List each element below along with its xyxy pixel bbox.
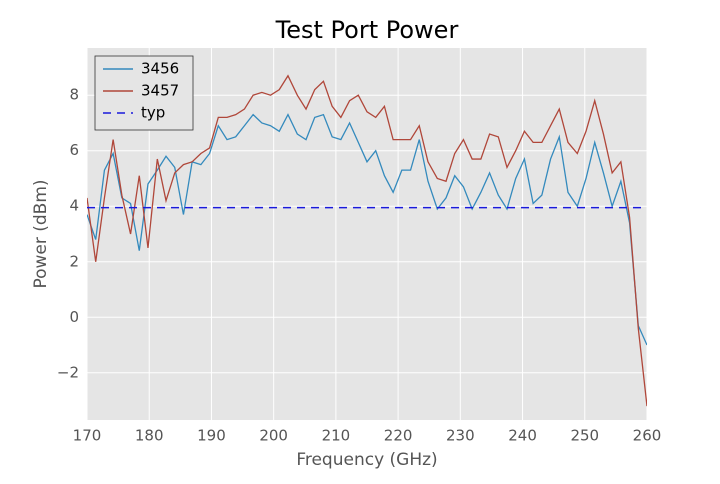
legend-label: 3456: [141, 60, 179, 78]
legend-label: typ: [141, 104, 165, 122]
x-tick-label: 170: [73, 427, 102, 445]
x-tick-label: 240: [508, 427, 537, 445]
x-tick-label: 210: [322, 427, 351, 445]
x-tick-label: 190: [197, 427, 226, 445]
x-axis-label: Frequency (GHz): [296, 450, 437, 470]
x-tick-label: 180: [135, 427, 164, 445]
legend-label: 3457: [141, 82, 179, 100]
y-tick-label: 0: [69, 308, 79, 326]
series-line: [87, 74, 647, 407]
y-tick-label: 6: [69, 141, 79, 159]
y-tick-label: −2: [57, 363, 79, 381]
x-tick-label: 220: [384, 427, 413, 445]
x-tick-label: 250: [570, 427, 599, 445]
y-axis-label: Power (dBm): [31, 179, 51, 288]
y-tick-label: 4: [69, 197, 79, 215]
series-line: [87, 113, 647, 346]
x-tick-label: 260: [633, 427, 662, 445]
y-tick-label: 8: [69, 86, 79, 104]
x-tick-label: 230: [446, 427, 475, 445]
chart-title: Test Port Power: [275, 16, 459, 44]
y-tick-label: 2: [69, 252, 79, 270]
x-tick-label: 200: [259, 427, 288, 445]
